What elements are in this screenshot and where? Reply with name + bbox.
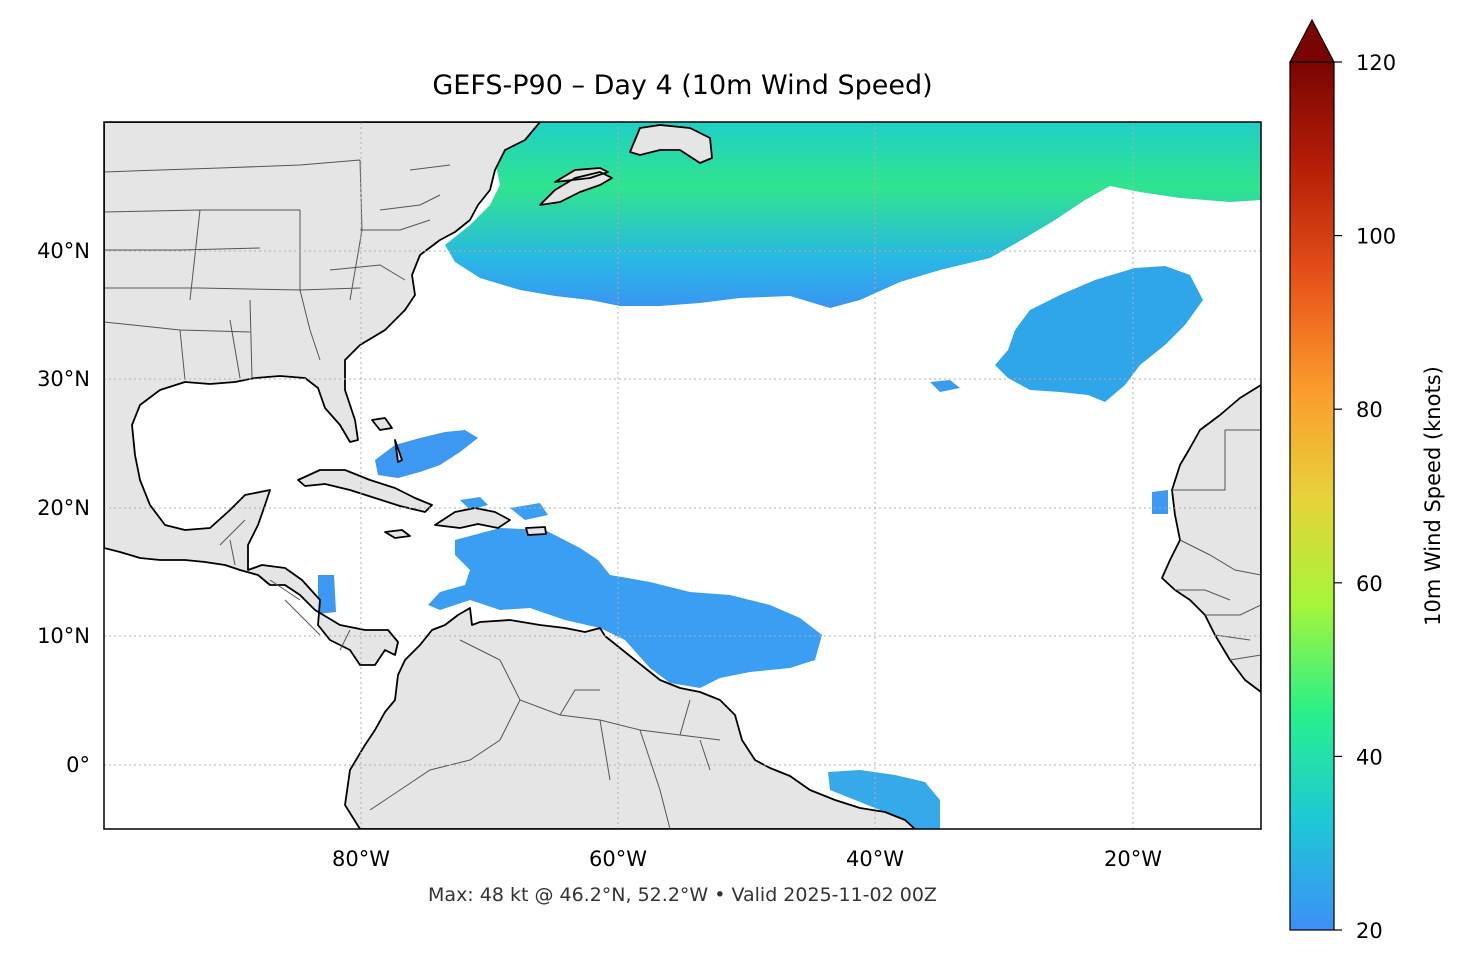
lat-tick-10n: 10°N: [37, 624, 90, 648]
map-border: [103, 121, 1262, 830]
colorbar-label: 10m Wind Speed (knots): [1421, 366, 1445, 626]
land-north-america: [104, 122, 541, 666]
land: [104, 122, 1261, 829]
lat-tick-labels: 40°N 30°N 20°N 10°N 0°: [37, 239, 90, 777]
colorbar-tick-label: 100: [1356, 225, 1396, 249]
colorbar-gradient: [1289, 61, 1335, 931]
lon-tick-20w: 20°W: [1104, 847, 1162, 871]
land-newfoundland: [629, 124, 713, 164]
colorbar-tick-label: 120: [1356, 51, 1396, 75]
colorbar-extend-arrow: [1289, 18, 1335, 63]
colorbar: 20 40 60 80 100 120 10m Wind Speed (knots): [1289, 18, 1445, 943]
lat-tick-40n: 40°N: [37, 239, 90, 263]
land-hispaniola: [434, 507, 511, 529]
political-borders: [104, 159, 1261, 829]
lon-tick-60w: 60°W: [589, 847, 647, 871]
land-south-america: [344, 607, 916, 829]
lon-tick-80w: 80°W: [332, 847, 390, 871]
map-title: GEFS-P90 – Day 4 (10m Wind Speed): [432, 70, 933, 101]
land-cuba: [297, 469, 433, 513]
wind-field-brazil-coast: [828, 770, 940, 829]
wind-field-antilles: [460, 497, 548, 520]
colorbar-tick-label: 80: [1356, 398, 1383, 422]
colorbar-tick-label: 60: [1356, 572, 1383, 596]
lat-tick-30n: 30°N: [37, 367, 90, 391]
land-puerto-rico: [525, 526, 547, 536]
colorbar-ticks: 20 40 60 80 100 120: [1334, 51, 1396, 943]
land-nova-scotia: [539, 167, 613, 206]
wind-speed-field: [110, 122, 1261, 829]
land-jamaica: [384, 529, 411, 539]
wind-field-bahamas: [375, 430, 478, 478]
land-bahamas: [371, 417, 403, 463]
wind-field-azores-fringe: [930, 380, 960, 392]
wind-field-north-atlantic: [440, 122, 1261, 308]
lon-tick-labels: 80°W 60°W 40°W 20°W: [332, 847, 1162, 871]
wind-field-caribbean: [428, 528, 822, 688]
colorbar-tick-label: 40: [1356, 745, 1383, 769]
wind-field-azores: [995, 266, 1203, 402]
map-canvas: [104, 122, 1261, 829]
lat-tick-20n: 20°N: [37, 496, 90, 520]
colorbar-tick-label: 20: [1356, 919, 1383, 943]
lon-tick-40w: 40°W: [846, 847, 904, 871]
lat-tick-0: 0°: [66, 753, 90, 777]
map-footer-max-info: Max: 48 kt @ 46.2°N, 52.2°W • Valid 2025…: [428, 884, 937, 906]
